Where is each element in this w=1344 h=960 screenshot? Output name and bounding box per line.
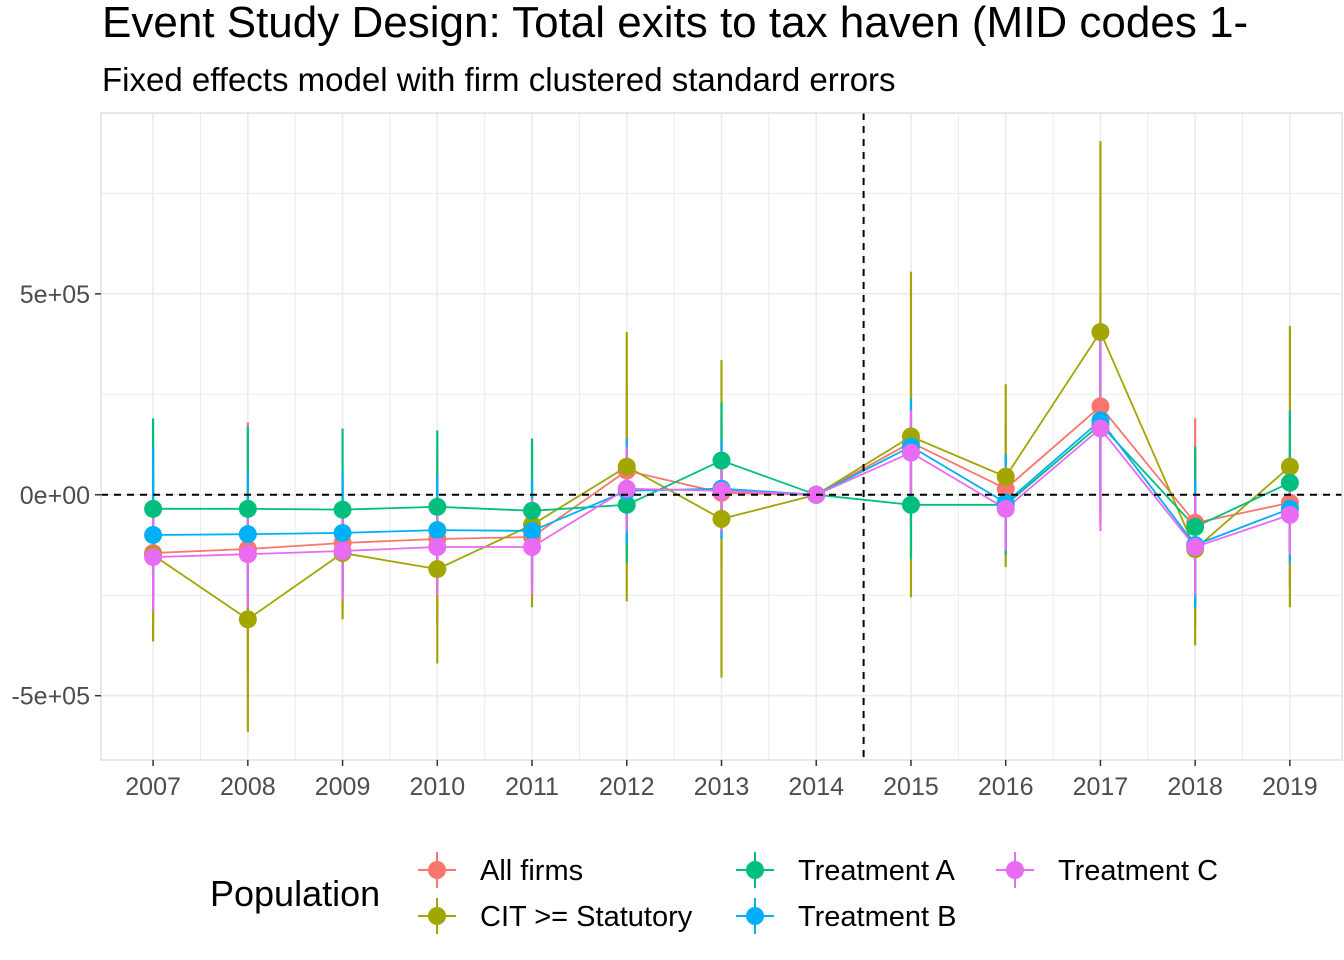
data-point bbox=[428, 538, 447, 557]
x-tick-label: 2013 bbox=[694, 773, 750, 801]
legend-key-point bbox=[746, 907, 764, 925]
legend-item: Treatment A bbox=[736, 852, 956, 888]
y-tick-label: 5e+05 bbox=[20, 281, 90, 309]
data-point bbox=[712, 451, 731, 470]
legend-item: Treatment B bbox=[736, 898, 956, 934]
data-point bbox=[144, 548, 163, 567]
legend-key-point bbox=[428, 861, 446, 879]
data-point bbox=[428, 560, 447, 579]
data-point bbox=[144, 499, 163, 518]
legend-title: Population bbox=[210, 873, 380, 914]
data-point bbox=[333, 523, 352, 542]
legend-item: Treatment C bbox=[996, 852, 1218, 888]
legend-label: Treatment B bbox=[798, 901, 956, 933]
legend-label: Treatment C bbox=[1058, 855, 1218, 887]
data-point bbox=[144, 525, 163, 544]
data-point bbox=[238, 499, 257, 518]
x-tick-label: 2010 bbox=[409, 773, 465, 801]
legend: Population All firms CIT >= Statutory Trea… bbox=[210, 852, 1218, 934]
x-tick-label: 2016 bbox=[978, 773, 1034, 801]
data-point bbox=[238, 610, 257, 629]
x-tick-label: 2012 bbox=[599, 773, 655, 801]
y-tick-label: 0e+00 bbox=[20, 482, 90, 510]
data-point bbox=[333, 500, 352, 519]
data-point bbox=[1280, 473, 1299, 492]
x-tick-label: 2008 bbox=[220, 773, 276, 801]
chart-subtitle: Fixed effects model with firm clustered … bbox=[102, 61, 896, 98]
data-point bbox=[1186, 517, 1205, 536]
x-tick-label: 2017 bbox=[1073, 773, 1129, 801]
x-tick-label: 2015 bbox=[883, 773, 939, 801]
data-point bbox=[1280, 457, 1299, 476]
legend-label: Treatment A bbox=[798, 855, 956, 887]
data-point bbox=[1091, 397, 1110, 416]
data-point bbox=[617, 495, 636, 514]
data-point bbox=[523, 538, 542, 557]
data-point bbox=[523, 501, 542, 520]
data-point bbox=[901, 443, 920, 462]
legend-label: All firms bbox=[480, 855, 583, 887]
data-point bbox=[712, 509, 731, 528]
x-tick-label: 2007 bbox=[125, 773, 181, 801]
x-tick-label: 2014 bbox=[788, 773, 844, 801]
x-tick-label: 2011 bbox=[505, 773, 559, 801]
data-point bbox=[996, 467, 1015, 486]
data-point bbox=[1091, 419, 1110, 438]
legend-key-point bbox=[1006, 861, 1024, 879]
legend-key-point bbox=[746, 861, 764, 879]
x-tick-label: 2018 bbox=[1167, 773, 1223, 801]
data-point bbox=[1091, 323, 1110, 342]
data-point bbox=[617, 457, 636, 476]
plot-panel bbox=[100, 112, 1343, 761]
y-tick-label: -5e+05 bbox=[11, 683, 90, 711]
data-point bbox=[333, 542, 352, 561]
chart-title: Event Study Design: Total exits to tax h… bbox=[102, 0, 1248, 47]
data-point bbox=[428, 497, 447, 516]
legend-key-point bbox=[428, 907, 446, 925]
data-point bbox=[238, 525, 257, 544]
data-point bbox=[1186, 538, 1205, 557]
data-point bbox=[901, 495, 920, 514]
data-point bbox=[712, 481, 731, 500]
legend-item: CIT >= Statutory bbox=[418, 898, 693, 934]
legend-item: All firms bbox=[418, 852, 583, 888]
data-point bbox=[238, 545, 257, 564]
data-point bbox=[523, 521, 542, 540]
legend-label: CIT >= Statutory bbox=[480, 901, 693, 933]
x-tick-label: 2019 bbox=[1262, 773, 1318, 801]
data-point bbox=[428, 521, 447, 540]
x-tick-label: 2009 bbox=[315, 773, 371, 801]
data-point bbox=[1280, 505, 1299, 524]
data-point bbox=[996, 499, 1015, 518]
data-point bbox=[617, 479, 636, 498]
